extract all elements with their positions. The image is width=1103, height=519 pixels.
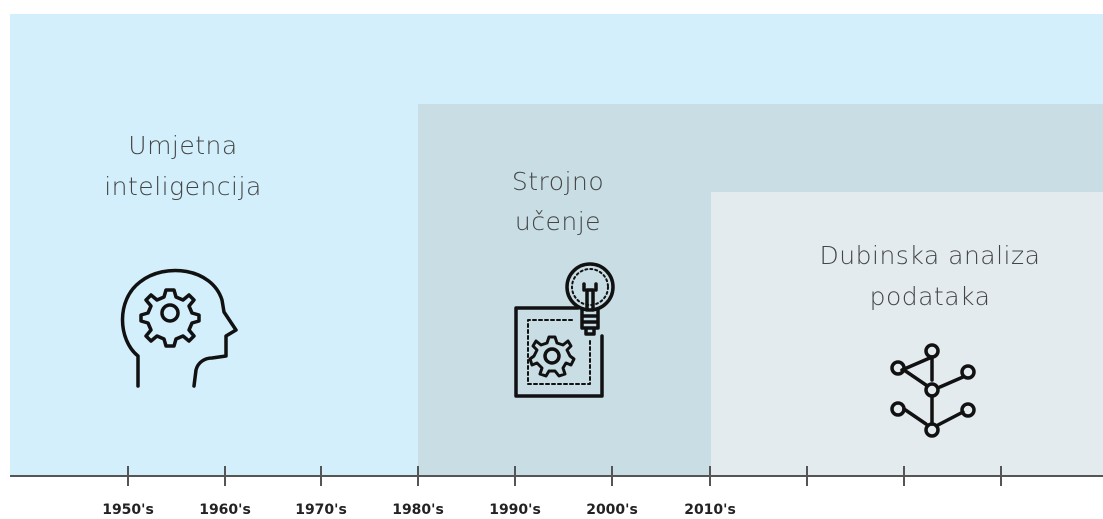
region-label: inteligencija <box>104 172 262 201</box>
ml-icon <box>514 262 615 398</box>
head-icon <box>120 268 238 388</box>
timeline-label: 2000's <box>586 502 638 518</box>
timeline-ticks <box>127 466 1002 486</box>
timeline-label: 1990's <box>489 502 541 518</box>
region-label: Dubinska analiza <box>820 241 1041 270</box>
timeline-label: 1980's <box>392 502 444 518</box>
timeline-label: 1950's <box>102 502 154 518</box>
timeline-labels: 1950's 1960's 1970's 1980's 1990's 2000's 2010… <box>102 502 736 518</box>
dm-region <box>711 192 1103 476</box>
region-label: podataka <box>870 282 991 311</box>
timeline-label: 2010's <box>684 502 736 518</box>
region-label: učenje <box>515 207 601 236</box>
region-label: Umjetna <box>128 131 237 160</box>
tree-icon <box>890 343 976 438</box>
timeline-label: 1960's <box>199 502 251 518</box>
region-label: Strojno <box>512 167 604 196</box>
timeline-label: 1970's <box>295 502 347 518</box>
